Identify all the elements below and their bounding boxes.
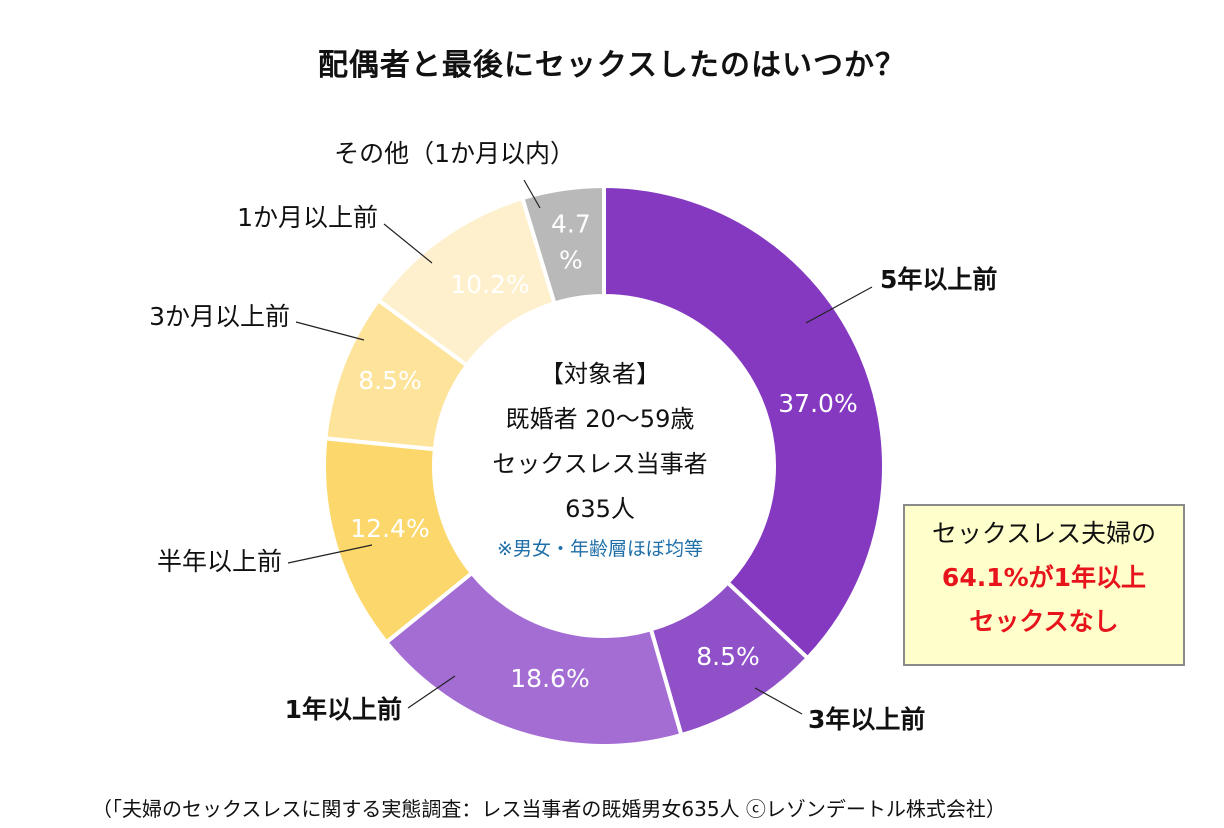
slice-value-labels: 37.0% 8.5% 18.6% 12.4% 8.5% 10.2% 4.7%: [350, 209, 857, 693]
category-label-7: その他（1か月以内）: [334, 139, 575, 168]
leader-line-2: [754, 687, 803, 715]
category-label-3: 1年以上前: [285, 695, 402, 724]
category-label-4: 半年以上前: [157, 547, 282, 576]
slice-value-label-2: 8.5%: [696, 642, 760, 671]
slice-value-label-6: 10.2%: [450, 270, 529, 299]
center-count: 635人: [565, 495, 635, 523]
category-label-6: 1か月以上前: [237, 203, 378, 232]
leader-lines: [287, 179, 873, 715]
category-labels: 5年以上前 3年以上前 1年以上前 半年以上前 3か月以上前 1か月以上前 その他（1か月以…: [149, 139, 997, 734]
leader-line-1: [805, 286, 873, 324]
leader-line-3: [407, 675, 456, 709]
center-heading: 【対象者】: [540, 360, 660, 388]
slice-value-label-4: 12.4%: [350, 514, 429, 543]
category-label-2: 3年以上前: [808, 705, 925, 734]
slice-value-label-3: 18.6%: [510, 664, 589, 693]
source-note: （「夫婦のセックスレスに関する実態調査：レス当事者の既婚男女635人 ⓒレゾンデ…: [92, 797, 1006, 821]
center-note: ※男女・年齢層ほぼ均等: [497, 538, 703, 560]
leader-line-6: [383, 223, 433, 264]
slice-1: [602, 183, 886, 661]
center-group: セックスレス当事者: [492, 450, 708, 478]
callout-box: セックスレス夫婦の 64.1%が1年以上 セックスなし: [903, 504, 1185, 666]
slice-value-label-7: 4.7: [551, 209, 591, 238]
center-target: 既婚者 20～59歳: [505, 405, 695, 433]
slice-7: [519, 183, 606, 306]
slice-value-label-1: 37.0%: [778, 389, 857, 418]
category-label-5: 3か月以上前: [149, 302, 290, 331]
slice-value-label-5: 8.5%: [358, 366, 422, 395]
leader-line-7: [523, 179, 541, 209]
category-label-1: 5年以上前: [880, 265, 997, 294]
slice-3: [383, 570, 684, 748]
donut-slices: [322, 183, 886, 748]
slice-value-label-7-unit: %: [559, 245, 583, 274]
callout-line-1: セックスレス夫婦の: [931, 519, 1157, 548]
leader-line-5: [295, 321, 365, 341]
chart-title: 配偶者と最後にセックスしたのはいつか？: [317, 48, 907, 83]
center-info: 【対象者】 既婚者 20～59歳 セックスレス当事者 635人 ※男女・年齢層ほ…: [440, 352, 760, 566]
callout-line-3: セックスなし: [969, 607, 1119, 636]
leader-line-4: [287, 544, 373, 564]
callout-line-2: 64.1%が1年以上: [941, 563, 1147, 592]
